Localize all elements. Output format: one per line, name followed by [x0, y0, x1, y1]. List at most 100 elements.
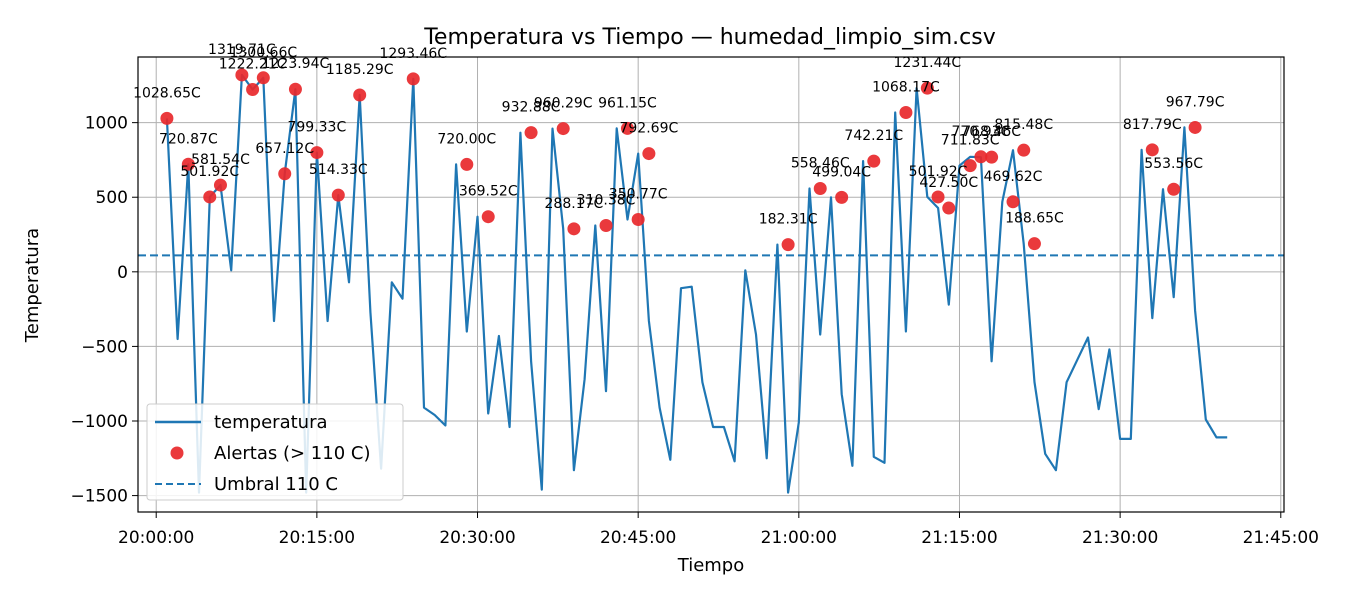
- alert-label: 288.17C: [545, 196, 604, 212]
- x-tick-label: 21:00:00: [761, 528, 837, 548]
- x-axis-ticks: 20:00:00 20:15:00 20:30:00 20:45:00 21:00:00…: [118, 512, 1319, 548]
- alert-label: 182.31C: [759, 212, 818, 228]
- alert-label: 310.38C: [577, 193, 636, 209]
- alert-point: [567, 222, 581, 236]
- alert-label: 581.54C: [191, 152, 250, 168]
- alert-label: 514.33C: [309, 162, 368, 178]
- alert-label: 553.56C: [1144, 156, 1203, 172]
- alert-point: [331, 188, 345, 202]
- alert-point: [203, 190, 217, 204]
- alert-label: 1231.44C: [894, 55, 962, 71]
- alert-point: [974, 150, 988, 164]
- alert-point: [310, 146, 324, 160]
- x-tick-label: 20:45:00: [600, 528, 676, 548]
- alert-point: [353, 88, 367, 102]
- alert-label: 501.92C: [909, 164, 968, 180]
- alert-label: 768.46C: [962, 124, 1021, 140]
- alert-label: 188.65C: [1005, 211, 1064, 227]
- legend-entry-temperatura: temperatura: [214, 412, 328, 433]
- alert-label: 657.12C: [255, 141, 314, 157]
- legend-entry-alertas: Alertas (> 110 C): [214, 443, 370, 464]
- plot-frame: [137, 56, 1285, 513]
- alert-label: 1028.65C: [133, 85, 201, 101]
- y-tick-label: 1000: [85, 114, 128, 134]
- alert-label: 501.92C: [180, 164, 239, 180]
- y-tick-label: 500: [96, 188, 128, 208]
- series-layer: [165, 73, 1228, 494]
- alert-point: [1017, 143, 1031, 157]
- x-axis-label: Tiempo: [677, 555, 745, 576]
- y-tick-label: −500: [81, 337, 128, 357]
- alert-label: 932.88C: [502, 100, 561, 116]
- alert-point: [835, 190, 849, 204]
- alert-point: [556, 122, 570, 136]
- alert-label: 1222.21C: [219, 56, 287, 72]
- y-axis-ticks: 1000 500 0 −500 −1000 −1500: [70, 114, 138, 507]
- x-tick-label: 20:15:00: [279, 528, 355, 548]
- alert-label: 369.52C: [459, 184, 518, 200]
- alert-point: [931, 190, 945, 204]
- alert-point: [1145, 143, 1159, 157]
- alert-point: [181, 157, 195, 171]
- alert-label: 499.04C: [812, 164, 871, 180]
- alert-point: [920, 81, 934, 95]
- alert-label: 770.93C: [952, 124, 1011, 140]
- alert-point: [867, 154, 881, 168]
- alert-point: [620, 121, 634, 135]
- alert-point: [599, 219, 613, 233]
- alert-label: 350.77C: [609, 186, 668, 202]
- alert-label: 967.79C: [1166, 94, 1225, 110]
- alert-point: [1027, 237, 1041, 251]
- alert-point: [899, 105, 913, 119]
- alert-point: [406, 72, 420, 86]
- alert-point: [278, 167, 292, 181]
- annotation-layer: 1028.65C720.87C501.92C581.54C1319.71C122…: [133, 42, 1225, 228]
- alert-point: [781, 238, 795, 252]
- alert-label: 1185.29C: [326, 62, 394, 78]
- x-tick-label: 20:00:00: [118, 528, 194, 548]
- alert-label: 711.83C: [941, 133, 1000, 149]
- alert-point: [963, 159, 977, 173]
- alert-point: [1167, 182, 1181, 196]
- alert-label: 961.15C: [598, 95, 657, 111]
- alert-label: 960.29C: [534, 96, 593, 112]
- alert-label: 469.62C: [984, 169, 1043, 185]
- alert-label: 427.50C: [919, 175, 978, 191]
- alert-point: [942, 201, 956, 215]
- alert-label: 815.48C: [994, 117, 1053, 133]
- y-tick-label: 0: [117, 263, 128, 283]
- alert-label: 799.33C: [287, 120, 346, 136]
- alert-point: [246, 82, 260, 96]
- alert-label: 720.00C: [437, 131, 496, 147]
- legend-box: [146, 403, 404, 501]
- x-tick-label: 21:15:00: [921, 528, 997, 548]
- x-tick-label: 20:30:00: [439, 528, 515, 548]
- alert-label: 1319.71C: [208, 42, 276, 58]
- alert-point: [813, 182, 827, 196]
- alert-point: [213, 178, 227, 192]
- y-tick-label: −1500: [70, 487, 128, 507]
- alert-label: 558.46C: [791, 156, 850, 172]
- alert-label: 742.21C: [844, 128, 903, 144]
- alert-point: [481, 210, 495, 224]
- chart-title: Temperatura vs Tiempo — humedad_limpio_s…: [423, 25, 996, 50]
- y-tick-label: −1000: [70, 412, 128, 432]
- alert-point: [460, 157, 474, 171]
- alert-point: [235, 68, 249, 82]
- alert-label: 1223.94C: [262, 56, 330, 72]
- alert-layer: [160, 68, 1202, 252]
- alert-point: [1188, 120, 1202, 134]
- alert-point: [256, 71, 270, 85]
- alert-point: [524, 126, 538, 140]
- alert-label: 792.69C: [619, 121, 678, 137]
- alert-point: [160, 111, 174, 125]
- legend: temperatura Alertas (> 110 C) Umbral 110…: [146, 403, 404, 501]
- alert-point: [985, 150, 999, 164]
- temperature-series-line: [165, 73, 1228, 494]
- alert-point: [1006, 195, 1020, 209]
- alert-label: 720.87C: [159, 131, 218, 147]
- x-tick-label: 21:30:00: [1082, 528, 1158, 548]
- legend-marker-swatch: [170, 446, 184, 460]
- x-tick-label: 21:45:00: [1243, 528, 1319, 548]
